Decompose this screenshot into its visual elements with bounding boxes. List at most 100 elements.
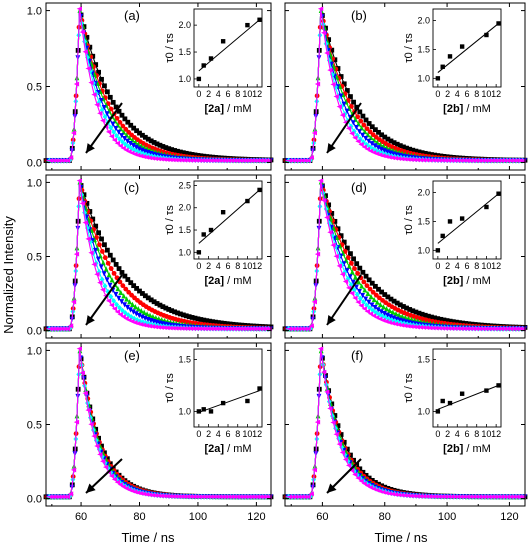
data-point xyxy=(461,326,467,332)
inset-x-tick-label: 12 xyxy=(491,89,501,99)
data-point xyxy=(219,158,226,163)
data-point xyxy=(355,114,361,120)
data-point xyxy=(414,324,420,330)
data-point xyxy=(305,494,311,500)
data-point xyxy=(311,299,318,305)
y-tick-label: 1.0 xyxy=(27,6,42,18)
data-point xyxy=(227,321,233,327)
data-point xyxy=(405,493,411,499)
data-point xyxy=(350,279,356,286)
data-point xyxy=(293,326,299,332)
panel-label: (a) xyxy=(124,8,140,23)
data-point xyxy=(219,494,226,500)
data-point xyxy=(430,157,436,163)
data-point xyxy=(65,158,71,163)
data-point xyxy=(196,158,202,163)
data-point xyxy=(445,325,452,331)
data-point xyxy=(442,158,448,163)
data-point xyxy=(92,247,98,254)
data-point xyxy=(495,326,501,332)
data-point xyxy=(228,326,234,332)
data-point xyxy=(143,154,150,160)
data-point xyxy=(498,158,505,163)
data-point xyxy=(508,494,514,500)
data-point xyxy=(395,156,402,161)
inset-y-tick-label: 1.0 xyxy=(178,406,191,416)
data-point xyxy=(143,323,150,329)
data-point xyxy=(91,92,97,98)
data-point xyxy=(414,493,420,499)
data-point xyxy=(124,296,130,302)
data-point xyxy=(492,158,498,163)
data-point xyxy=(225,494,232,500)
panel-label: (b) xyxy=(351,8,367,23)
data-point xyxy=(385,312,390,318)
data-point xyxy=(427,325,433,331)
data-point xyxy=(374,299,380,305)
data-point xyxy=(436,325,442,331)
inset-y-tick-label: 1.0 xyxy=(417,406,430,416)
data-point xyxy=(401,304,406,309)
data-point xyxy=(417,157,423,163)
data-point xyxy=(246,494,252,500)
data-point xyxy=(464,494,470,500)
data-point xyxy=(408,493,414,499)
data-point xyxy=(433,494,439,499)
data-point xyxy=(94,235,99,240)
data-point xyxy=(347,274,353,280)
data-point xyxy=(392,155,399,161)
data-point xyxy=(473,158,480,163)
data-point xyxy=(486,494,492,500)
data-point xyxy=(101,271,107,277)
data-point xyxy=(126,289,132,295)
data-point xyxy=(82,390,88,396)
data-point xyxy=(439,494,445,500)
data-point xyxy=(257,158,264,163)
data-point xyxy=(289,494,296,500)
panel-label: (e) xyxy=(124,348,140,363)
data-point xyxy=(308,155,314,160)
data-point xyxy=(175,148,180,154)
inset-x-tick-label: 0 xyxy=(435,261,440,271)
data-point xyxy=(433,325,439,331)
data-point xyxy=(85,236,91,242)
data-point xyxy=(199,326,205,332)
data-point xyxy=(100,259,106,266)
data-point xyxy=(402,156,408,162)
data-point xyxy=(128,122,134,128)
data-point xyxy=(457,320,462,326)
data-point xyxy=(398,322,405,328)
data-point xyxy=(85,407,91,413)
inset-data-point xyxy=(447,219,453,224)
panel: 60 80 100 120 0.0 0.5 1.0 (e) 0 2 4 6 8 10 12 1.0 1.5 [2a… xyxy=(27,342,274,523)
data-point xyxy=(470,158,476,163)
inset-x-label: [2b] / mM xyxy=(443,443,491,455)
inset-x-tick-label: 0 xyxy=(435,429,440,439)
data-point xyxy=(389,155,395,161)
data-point xyxy=(455,494,461,500)
data-point xyxy=(114,140,120,146)
data-point xyxy=(187,157,194,163)
data-point xyxy=(239,322,245,328)
data-point xyxy=(404,305,409,311)
data-point xyxy=(210,319,215,325)
data-point xyxy=(219,326,226,332)
data-point xyxy=(411,157,417,163)
data-point xyxy=(120,139,125,145)
data-point xyxy=(370,289,376,295)
data-point xyxy=(383,490,389,496)
data-point xyxy=(90,216,96,222)
inset-data-point xyxy=(484,32,489,38)
data-point xyxy=(169,147,175,152)
data-point xyxy=(419,150,425,156)
data-point xyxy=(158,325,164,330)
data-point xyxy=(413,309,419,315)
data-point xyxy=(326,202,332,208)
data-point xyxy=(299,158,305,163)
data-point xyxy=(372,304,378,311)
data-point xyxy=(103,464,109,470)
data-point xyxy=(336,441,342,447)
data-point xyxy=(391,298,397,304)
data-point xyxy=(88,80,94,86)
data-point xyxy=(190,326,196,331)
